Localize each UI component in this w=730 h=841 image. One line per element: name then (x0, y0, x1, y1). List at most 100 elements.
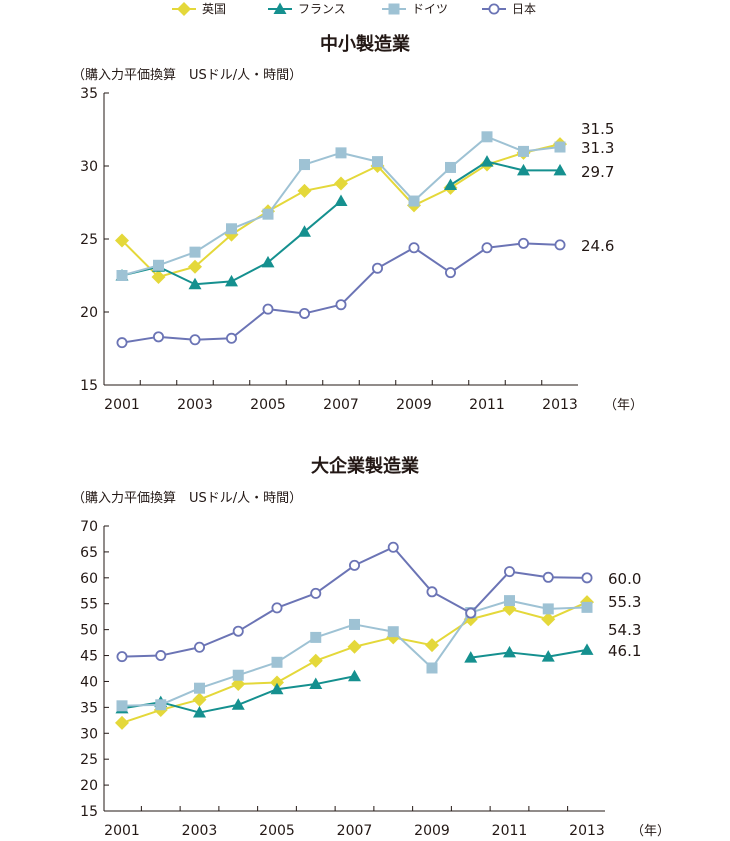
data-point-germany (372, 156, 383, 168)
series-uk (115, 137, 567, 284)
data-point-germany (542, 603, 554, 615)
end-value-label: 24.6 (581, 237, 614, 255)
data-point-japan (444, 267, 456, 279)
data-point-uk (115, 715, 129, 730)
y-tick-label: 60 (80, 571, 98, 587)
legend: 英国 フランス ドイツ 日本 (172, 2, 536, 16)
data-point-japan (426, 586, 438, 598)
data-point-germany (445, 161, 456, 173)
y-axis-label: （購入力平価換算 USドル/人・時間） (72, 491, 302, 506)
x-tick-label: 2003 (182, 823, 218, 839)
data-point-france (517, 163, 530, 176)
data-point-uk (192, 692, 207, 707)
y-tick-label: 50 (80, 623, 98, 639)
end-value-label: 60.0 (608, 570, 641, 588)
y-tick-label: 15 (80, 378, 98, 394)
data-point-germany (387, 626, 399, 638)
x-axis-unit: （年） (631, 824, 670, 839)
data-point-uk (334, 176, 348, 191)
data-point-france (464, 651, 478, 663)
data-point-japan (298, 307, 310, 319)
legend-label-france: フランス (298, 2, 346, 16)
x-tick-label: 2011 (469, 397, 505, 413)
x-tick-label: 2013 (542, 397, 578, 413)
data-point-france (480, 155, 494, 167)
y-tick-label: 55 (80, 597, 98, 613)
y-tick-label: 45 (80, 649, 98, 665)
data-point-uk (151, 269, 166, 284)
data-point-japan (155, 650, 167, 662)
data-point-germany (349, 618, 360, 630)
legend-label-germany: ドイツ (412, 2, 448, 16)
x-axis-unit: （年） (604, 398, 643, 413)
data-point-japan (193, 641, 205, 653)
data-point-germany (504, 595, 515, 607)
data-point-germany (271, 656, 283, 668)
data-point-japan (371, 262, 383, 274)
x-tick-label: 2013 (569, 823, 605, 839)
y-tick-label: 15 (80, 804, 98, 820)
data-point-japan (503, 566, 515, 578)
end-value-label: 54.3 (608, 621, 641, 639)
series-germany (116, 131, 566, 281)
end-value-label: 55.3 (608, 593, 641, 611)
data-point-germany (232, 669, 244, 681)
data-point-france (261, 255, 275, 268)
data-point-france (334, 194, 348, 207)
data-point-japan (189, 334, 201, 346)
series-france (115, 643, 594, 718)
series-japan (116, 237, 566, 349)
y-tick-label: 35 (80, 86, 98, 102)
legend-marker-uk (177, 2, 191, 16)
end-value-label: 31.3 (581, 139, 614, 157)
y-tick-label: 25 (80, 752, 98, 768)
data-point-germany (226, 223, 237, 235)
x-tick-label: 2009 (396, 397, 432, 413)
data-point-france (444, 178, 457, 190)
x-tick-label: 2001 (104, 823, 140, 839)
y-tick-label: 70 (80, 519, 98, 535)
data-point-japan (542, 571, 554, 583)
legend-label-uk: 英国 (202, 2, 226, 16)
data-point-uk (188, 259, 202, 274)
data-point-uk (115, 233, 129, 248)
chart-large-manufacturing: 大企業製造業 （購入力平価換算 USドル/人・時間） 15 20 25 30 35 40 45 5… (72, 455, 670, 839)
legend-label-japan: 日本 (512, 2, 536, 16)
data-point-germany (335, 147, 347, 159)
end-value-label: 46.1 (608, 642, 641, 660)
data-point-france (231, 698, 245, 710)
data-point-germany (299, 159, 310, 171)
data-point-france (503, 645, 516, 658)
data-point-uk (347, 639, 362, 654)
data-point-germany (310, 631, 322, 643)
data-point-uk (270, 675, 284, 690)
data-point-japan (262, 303, 274, 315)
data-point-germany (194, 682, 205, 694)
data-point-france (541, 650, 555, 662)
y-tick-label: 65 (80, 545, 98, 561)
x-tick-label: 2011 (492, 823, 528, 839)
data-point-germany (116, 700, 128, 712)
data-point-germany (554, 141, 566, 153)
y-axis-label: （購入力平価換算 USドル/人・時間） (72, 68, 302, 83)
data-point-japan (554, 239, 566, 251)
x-tick-label: 2001 (104, 397, 140, 413)
data-point-japan (310, 587, 322, 599)
data-point-japan (116, 651, 128, 663)
data-point-germany (518, 145, 529, 157)
data-point-germany (262, 208, 274, 220)
data-point-japan (387, 541, 399, 553)
end-value-label: 31.5 (581, 120, 614, 138)
end-value-label: 29.7 (581, 163, 614, 181)
data-point-germany (189, 246, 201, 258)
chart-title: 大企業製造業 (311, 455, 420, 477)
legend-marker-japan (488, 3, 500, 15)
data-point-japan (581, 572, 593, 584)
series-uk (115, 595, 594, 730)
data-point-germany (116, 270, 128, 281)
data-point-uk (425, 638, 439, 653)
data-point-japan (348, 559, 360, 571)
series-line-japan (121, 242, 561, 344)
data-point-germany (408, 195, 420, 207)
data-point-uk (308, 653, 323, 668)
